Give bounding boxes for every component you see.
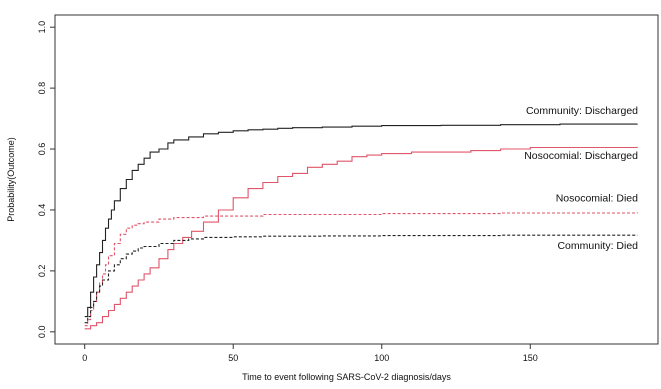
x-tick-label: 100: [374, 353, 389, 363]
x-axis: 0 50 100 150: [82, 344, 538, 363]
plot-frame: [54, 14, 659, 345]
y-tick-label: 0.8: [37, 82, 47, 95]
y-tick-label: 1.0: [37, 21, 47, 34]
series-layer: [84, 123, 638, 330]
y-tick-label: 0.4: [37, 204, 47, 217]
y-tick-label: 0.2: [37, 265, 47, 278]
y-axis: 0.0 0.2 0.4 0.6 0.8 1.0: [37, 21, 55, 338]
series-line-community-died: [84, 234, 638, 324]
y-tick-label: 0.6: [37, 143, 47, 156]
series-label: Community: Died: [557, 240, 638, 252]
series-line-nosocomial-discharged: [84, 146, 638, 330]
y-axis-title: Probability(Outcome): [6, 137, 16, 222]
x-tick-label: 50: [228, 353, 238, 363]
series-line-nosocomial-died: [84, 212, 638, 327]
series-line-community-discharged: [84, 123, 638, 318]
y-tick-label: 0.0: [37, 326, 47, 339]
series-label: Nosocomial: Died: [556, 192, 638, 204]
x-tick-label: 0: [82, 353, 87, 363]
x-axis-title: Time to event following SARS-CoV-2 diagn…: [242, 372, 451, 382]
series-label: Nosocomial: Discharged: [524, 150, 638, 162]
annotation-layer: Community: Discharged Nosocomial: Dischar…: [524, 105, 638, 252]
series-label: Community: Discharged: [526, 105, 638, 117]
x-tick-label: 150: [523, 353, 538, 363]
